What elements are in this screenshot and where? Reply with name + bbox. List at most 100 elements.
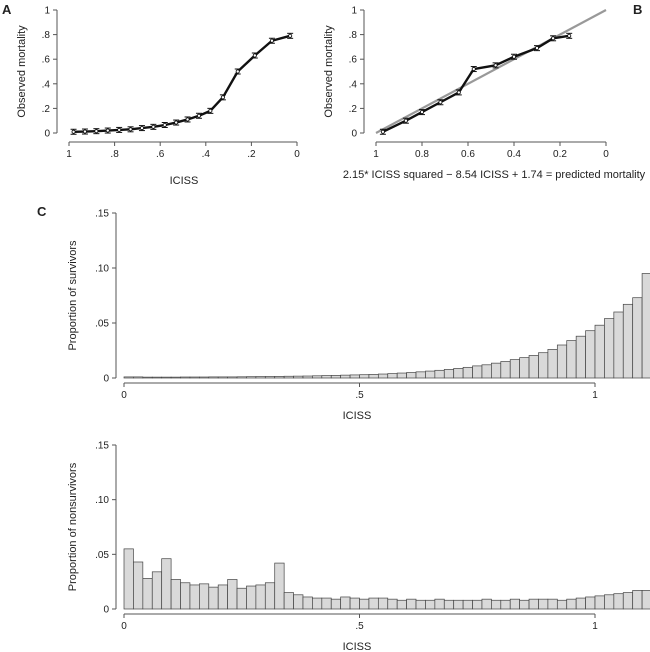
x-tick-label: 0.4 (507, 149, 521, 160)
histogram-bar (283, 375, 294, 379)
histogram-bar (491, 362, 502, 379)
x-axis-title: 2.15* ICISS squared − 8.54 ICISS + 1.74 … (343, 169, 646, 181)
histogram-bar (641, 273, 650, 379)
histogram-bar (481, 364, 492, 379)
histogram-bar (123, 376, 134, 379)
data-point (269, 38, 274, 43)
y-tick-label: .05 (95, 550, 109, 561)
y-tick-label: 0 (103, 374, 109, 385)
data-point (117, 127, 122, 132)
data-point (380, 129, 385, 134)
histogram-bar (575, 597, 586, 610)
histogram-bar (519, 357, 530, 379)
data-point (162, 123, 167, 128)
histogram-bar (236, 587, 247, 610)
histogram-bar (312, 597, 323, 610)
histogram-bar (519, 599, 530, 610)
y-tick-label: .6 (42, 55, 51, 66)
histogram-bar (472, 599, 483, 610)
y-tick-label: .15 (95, 441, 109, 452)
histogram-bar (312, 375, 323, 379)
histogram-bar (142, 376, 153, 379)
histogram-bar (255, 376, 266, 379)
histogram-bar (453, 368, 464, 379)
x-tick-label: 1 (592, 390, 598, 401)
histogram-bar (330, 375, 342, 379)
histogram-bar (406, 598, 417, 610)
histogram-bar (349, 374, 360, 379)
x-tick-label: 0 (121, 621, 127, 632)
x-tick-label: .2 (247, 149, 256, 160)
data-point (139, 126, 144, 131)
histogram-bar (547, 598, 558, 610)
histogram-bar (340, 374, 351, 379)
histogram-bar (161, 376, 172, 379)
chart-nonsurvivors: 0 .05 .10 .15 0 .5 1 ICISS Proportion of nonsurv… (67, 441, 650, 652)
y-axis-title: Observed mortality (16, 25, 28, 118)
y-tick-label: .8 (349, 30, 358, 41)
y-tick-label: .4 (42, 79, 51, 90)
data-point (208, 108, 213, 113)
data-point (235, 69, 240, 74)
y-tick-label: .15 (95, 209, 109, 220)
x-axis-title: ICISS (343, 410, 372, 422)
x-axis-title: ICISS (170, 175, 199, 187)
histogram-bar (180, 582, 191, 610)
data-point (185, 117, 190, 122)
x-tick-label: .8 (110, 149, 119, 160)
histogram-bar (302, 596, 313, 610)
histogram-bar (566, 340, 577, 379)
histogram-bar (425, 599, 436, 610)
histogram-bar (462, 366, 473, 379)
data-point (456, 90, 461, 95)
histogram-bar (556, 344, 568, 379)
histogram-bar (434, 598, 445, 610)
data-point (71, 129, 76, 134)
histogram-bar (622, 303, 634, 379)
histogram-bar (641, 590, 650, 610)
data-point (220, 95, 225, 100)
data-point (567, 33, 572, 38)
histogram-bar (340, 596, 351, 610)
histogram-bar (170, 376, 181, 379)
data-point (471, 67, 476, 72)
histogram-bar (387, 373, 398, 379)
y-tick-label: .8 (42, 30, 51, 41)
x-tick-label: 0.6 (461, 149, 475, 160)
histogram-bar (387, 598, 398, 610)
histogram-bar (500, 599, 511, 610)
histogram-bar (161, 558, 172, 610)
histogram-bar (613, 593, 624, 610)
histogram-bar (538, 352, 549, 379)
histogram-bar (406, 372, 417, 379)
histogram-bar (293, 594, 304, 610)
data-point (512, 54, 517, 59)
histogram-bar (415, 371, 426, 379)
chart-b: 0.2.4.6.811 0.8 0.6 0.4 0.2 02.15* ICISS squa… (323, 6, 646, 182)
histogram-bar (321, 597, 332, 610)
histogram-bar (396, 599, 407, 610)
histogram-bar (264, 376, 276, 379)
histogram-bar (189, 584, 200, 610)
mortality-line (382, 34, 570, 133)
histogram-bar (443, 369, 455, 379)
histogram-bar (472, 365, 483, 379)
histogram-bar (509, 359, 520, 379)
histogram-bar (443, 599, 455, 610)
data-point (493, 63, 498, 68)
data-point (105, 128, 110, 133)
histogram-bar (491, 599, 502, 610)
x-tick-label: 1 (66, 149, 72, 160)
y-tick-label: .10 (95, 264, 109, 275)
data-point (403, 118, 408, 123)
histogram-bar (566, 598, 577, 610)
y-tick-label: .10 (95, 495, 109, 506)
histogram-bar (632, 297, 643, 379)
y-tick-label: .2 (42, 104, 51, 115)
histogram-bar (151, 571, 163, 610)
histogram-bar (594, 324, 605, 379)
x-tick-label: .5 (355, 621, 364, 632)
histogram-bar (415, 599, 426, 610)
histogram-bar (170, 579, 181, 610)
y-tick-label: .2 (349, 104, 358, 115)
